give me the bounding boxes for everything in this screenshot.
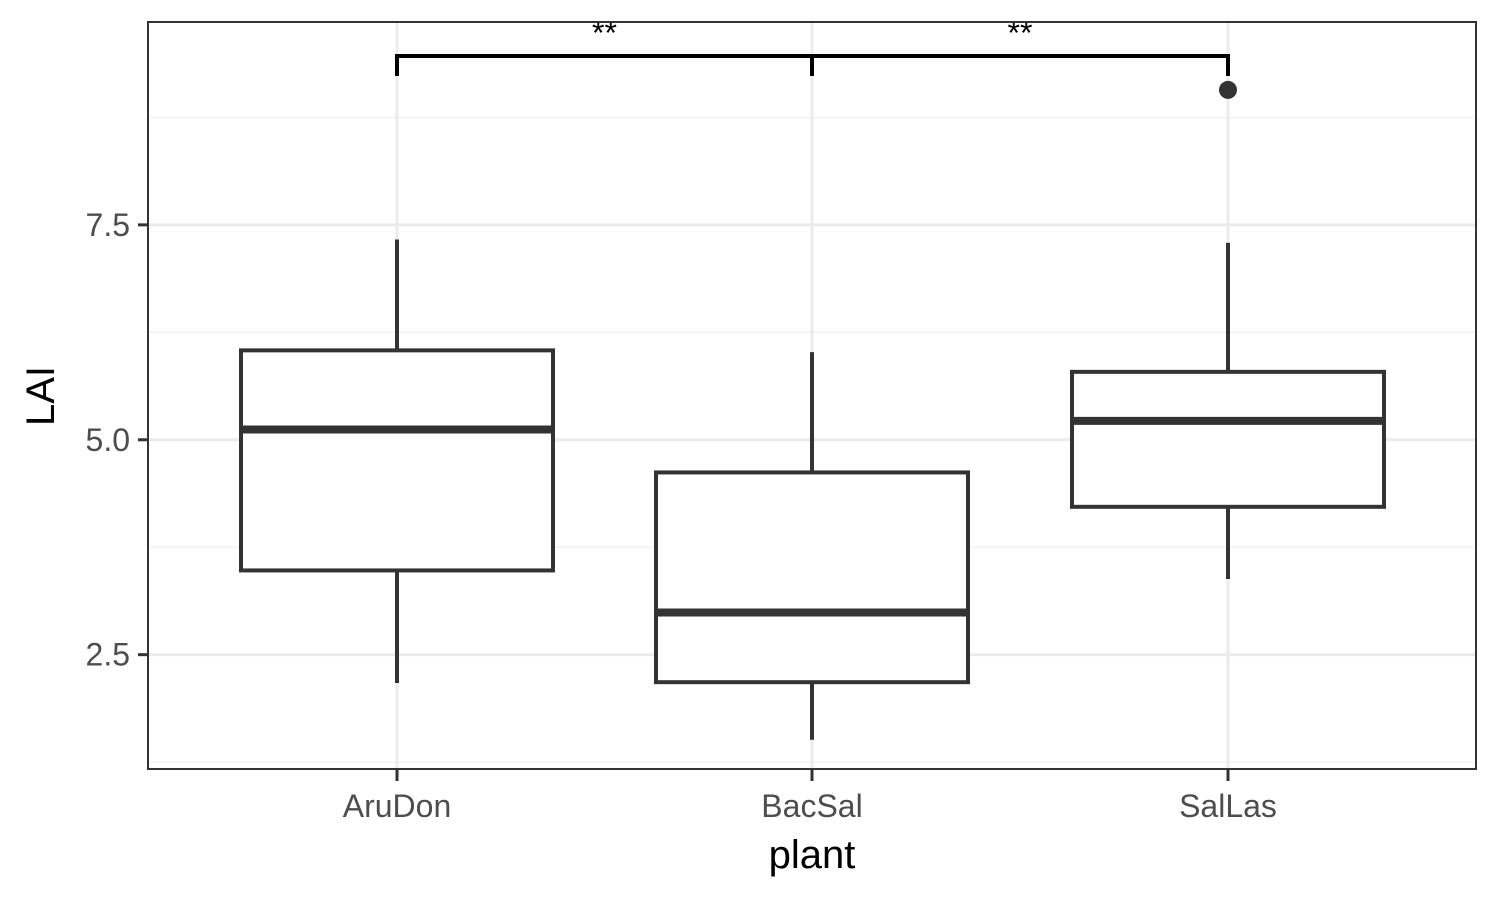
y-axis: 2.5 5.0 7.5: [86, 207, 148, 673]
x-tick-label: SalLas: [1179, 788, 1277, 824]
box-SalLas: [1070, 80, 1386, 580]
iqr-box: [1070, 369, 1386, 509]
x-axis: AruDon BacSal SalLas: [343, 769, 1277, 824]
bracket-line: [395, 54, 814, 76]
outlier-point: [1219, 80, 1237, 99]
iqr-box: [654, 470, 970, 685]
boxes: [239, 80, 1386, 740]
x-axis-title: plant: [769, 833, 856, 877]
y-tick-label: 5.0: [86, 422, 130, 458]
y-tick-label: 2.5: [86, 637, 130, 673]
significance-bracket: **: [395, 15, 814, 76]
y-axis-title: LAI: [19, 366, 63, 426]
significance-label: **: [592, 15, 617, 51]
box-BacSal: [654, 352, 970, 740]
y-tick-label: 7.5: [86, 207, 130, 243]
x-tick-label: BacSal: [761, 788, 862, 824]
x-tick-label: AruDon: [343, 788, 452, 824]
significance-bracket: **: [810, 15, 1230, 76]
bracket-line: [810, 54, 1230, 76]
iqr-box: [239, 348, 555, 573]
significance-label: **: [1008, 15, 1033, 51]
box-AruDon: [239, 239, 555, 684]
